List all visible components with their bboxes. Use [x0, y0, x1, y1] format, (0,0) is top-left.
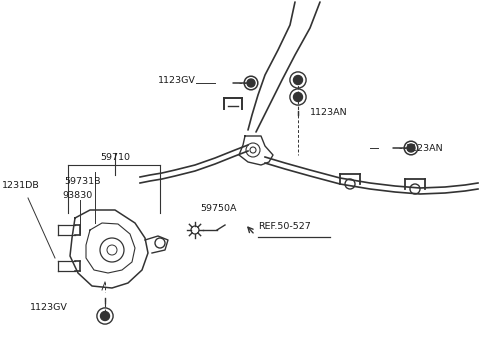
Text: 59750A: 59750A	[200, 203, 237, 212]
Text: REF.50-527: REF.50-527	[258, 221, 311, 230]
Text: 1123AN: 1123AN	[406, 144, 444, 152]
Text: 93830: 93830	[62, 191, 92, 200]
Circle shape	[247, 79, 255, 87]
Text: 59731B: 59731B	[64, 177, 100, 186]
Circle shape	[293, 93, 302, 102]
Circle shape	[100, 238, 124, 262]
Circle shape	[250, 147, 256, 153]
Circle shape	[293, 76, 302, 85]
Text: 1123GV: 1123GV	[158, 76, 196, 85]
Circle shape	[100, 312, 109, 321]
Circle shape	[407, 144, 415, 152]
Text: 1123AN: 1123AN	[310, 108, 348, 117]
Text: 1123GV: 1123GV	[30, 304, 68, 313]
Text: 1231DB: 1231DB	[2, 180, 40, 189]
Text: 59710: 59710	[100, 152, 130, 161]
